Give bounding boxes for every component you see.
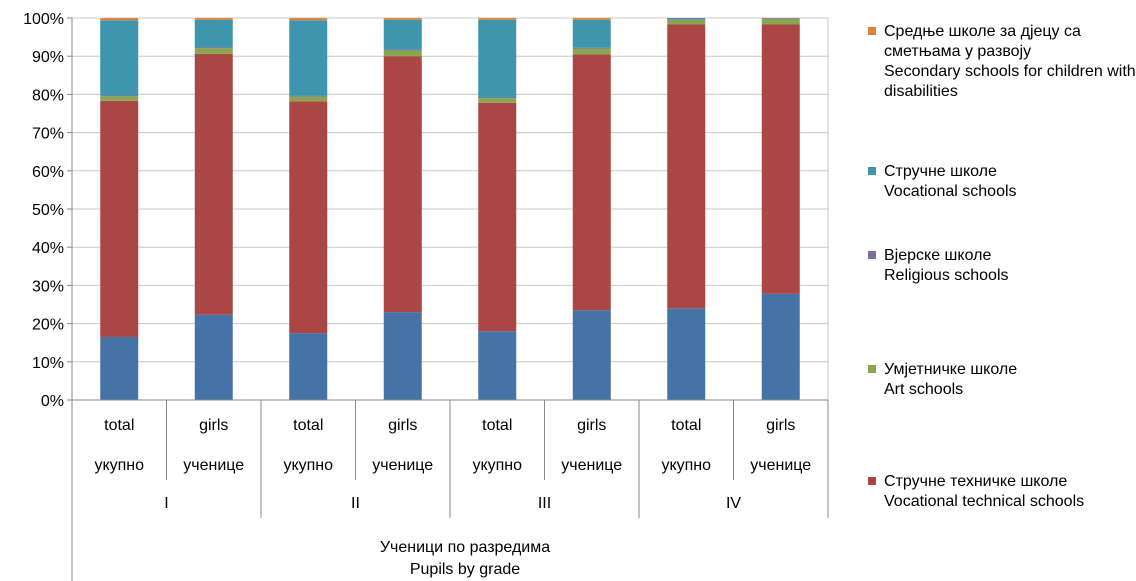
bar-segment [478,18,517,20]
stacked-bar-chart: 0% 10% 20% 30% 40% 50% 60% 70% 80% 90% 100% total у… [23,11,829,581]
category-label-en: girls [199,417,228,434]
bar-segment [572,18,611,20]
bar-segment [194,53,233,315]
bar-segment [572,310,611,400]
y-tick-label: 60% [32,164,64,181]
bar-segment [289,101,328,334]
gridlines [67,17,828,401]
bar-segment [478,331,517,400]
legend-swatch [868,27,876,35]
category-label-en: girls [766,417,795,434]
group-label: I [164,495,168,512]
bar-segment [383,19,422,50]
bar-segment [289,96,328,102]
bar-segment [761,24,800,294]
y-tick-labels: 0% 10% 20% 30% 40% 50% 60% 70% 80% 90% 100% [23,11,64,410]
legend-label: Вјерске школе Religious schools [884,247,1009,284]
y-tick-label: 100% [23,11,64,28]
group-labels: I II III IV [164,495,741,512]
category-label-en: total [482,417,512,434]
category-label-local: укупно [283,457,333,474]
y-tick-label: 50% [32,202,64,219]
bar-segment [289,95,328,97]
bar-segment [383,56,422,313]
category-label-local: укупно [94,457,144,474]
y-tick-label: 20% [32,317,64,334]
bar-segment [100,95,139,97]
bar-segment [478,19,517,98]
bar-segment [383,18,422,20]
y-tick-label: 0% [41,393,64,410]
category-label-en: total [293,417,323,434]
category-label-local: ученице [183,457,244,474]
bar-segment [572,48,611,55]
y-tick-label: 40% [32,240,64,257]
bar-segment [100,96,139,101]
bar-segment [194,48,233,54]
bar-segment [761,293,800,400]
legend-label: Умјетничке школе Art schools [884,361,1018,398]
group-label: II [351,495,360,512]
bar-segment [572,47,611,49]
category-label-local: ученице [561,457,622,474]
y-tick-label: 80% [32,87,64,104]
bar-segment [478,98,517,103]
bar-segment [667,19,706,20]
y-tick-label: 70% [32,126,64,143]
category-label-en: girls [577,417,606,434]
legend-swatch [868,365,876,373]
bar-segment [572,54,611,311]
bar-segment [289,18,328,21]
category-label-en: total [104,417,134,434]
category-label-en: total [671,417,701,434]
y-tick-label: 90% [32,49,64,66]
bar-segment [194,18,233,20]
category-labels: total укупно girls ученице total укупно girls у… [94,417,811,474]
axes [71,18,829,581]
bar-segment [667,308,706,400]
bar-segment [478,97,517,99]
bar-segment [100,100,139,337]
bar-segment [289,20,328,96]
bar-segment [667,18,706,20]
legend-swatch [868,477,876,485]
bar-segment [667,19,706,25]
bar-segment [383,49,422,51]
bar-segment [572,19,611,48]
legend-label: Стручне техничке школе Vocational techni… [884,473,1085,510]
legend-swatch [868,167,876,175]
category-label-local: ученице [750,457,811,474]
bar-segment [194,314,233,400]
category-label-local: укупно [472,457,522,474]
legend-label: Средње школе за дјецу са сметњама у разв… [884,23,1136,100]
bar-segment [100,336,139,400]
category-label-local: укупно [661,457,711,474]
group-label: III [538,495,551,512]
bar-segment [478,102,517,332]
bar-segment [194,47,233,49]
bar-segment [761,18,800,25]
bar-segment [194,19,233,48]
group-label: IV [726,495,741,512]
y-tick-label: 30% [32,278,64,295]
bar-segment [100,18,139,21]
legend-label: Стручне школе Vocational schools [884,163,1017,200]
x-axis-label-line-2: Pupils by grade [410,561,520,578]
category-label-en: girls [388,417,417,434]
y-tick-label: 10% [32,355,64,372]
bar-segment [100,20,139,96]
category-label-local: ученице [372,457,433,474]
bars [100,18,800,400]
bar-segment [667,24,706,309]
bar-segment [761,18,800,19]
x-axis-label-line-1: Ученици по разредима [380,539,550,556]
legend-swatch [868,251,876,259]
bar-segment [383,312,422,400]
bar-segment [383,50,422,57]
bar-segment [289,333,328,400]
